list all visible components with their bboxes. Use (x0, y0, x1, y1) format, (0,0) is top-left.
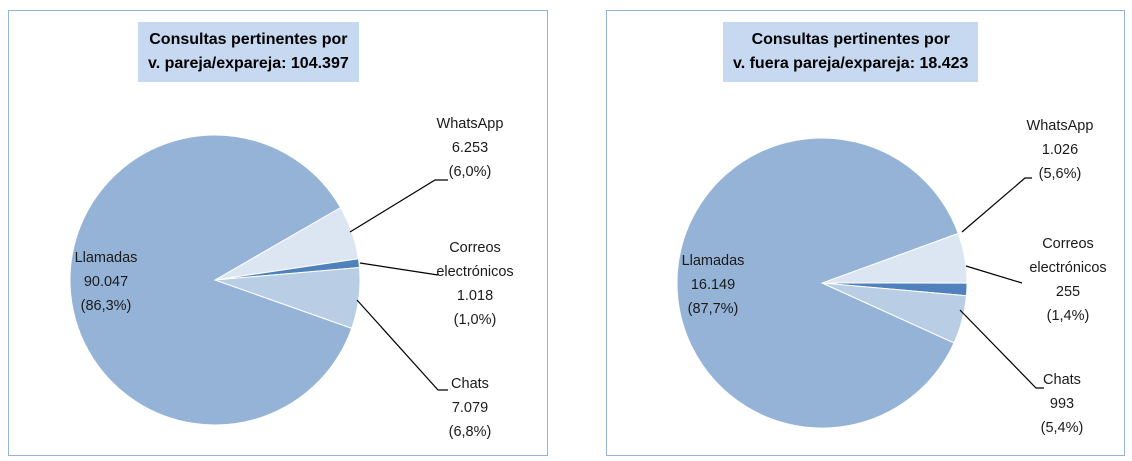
chart-title: Consultas pertinentes por v. pareja/expar… (138, 22, 359, 82)
percent-label: (6,0%) (448, 164, 492, 180)
pie-slice (676, 137, 959, 429)
category-label: WhatsApp (436, 116, 504, 132)
value-label: 90.047 (83, 274, 129, 290)
slice-label: Correos electrónicos 1.018 (1,0%) (419, 236, 531, 332)
leader-line (359, 262, 439, 276)
leader-line (959, 309, 1044, 389)
category-label: Llamadas (681, 253, 745, 269)
value-label: 16.149 (690, 277, 736, 293)
value-label: 255 (1055, 284, 1081, 300)
value-label: 993 (1049, 396, 1075, 412)
percent-label: (1,4%) (1046, 308, 1090, 324)
value-label: 1.026 (1041, 142, 1079, 158)
percent-label: (1,0%) (453, 312, 497, 328)
category-label: Correos electrónicos (436, 240, 514, 280)
slice-label: Chats 993 (5,4%) (1006, 368, 1118, 440)
leader-line (961, 177, 1032, 233)
leader-line (349, 179, 448, 233)
slice-label: WhatsApp 6.253 (6,0%) (414, 112, 526, 184)
chart-title-line: Consultas pertinentes por (149, 31, 348, 48)
percent-label: (6,8%) (448, 424, 492, 440)
slice-label: Chats 7.079 (6,8%) (414, 372, 526, 444)
percent-label: (87,7%) (687, 301, 739, 317)
category-label: Chats (451, 376, 489, 392)
value-label: 1.018 (456, 288, 494, 304)
percent-label: (86,3%) (80, 298, 132, 314)
value-label: 6.253 (451, 140, 489, 156)
category-label: Llamadas (74, 250, 138, 266)
chart-title-line: v. pareja/expareja: 104.397 (148, 55, 349, 72)
chart-title-line: v. fuera pareja/expareja: 18.423 (733, 55, 969, 72)
percent-label: (5,4%) (1040, 420, 1084, 436)
value-label: 7.079 (451, 400, 489, 416)
pie-slice (69, 134, 353, 426)
slice-label: WhatsApp 1.026 (5,6%) (1004, 114, 1116, 186)
category-label: Chats (1043, 372, 1081, 388)
slice-label: Llamadas 90.047 (86,3%) (50, 246, 162, 318)
slice-label: Correos electrónicos 255 (1,4%) (1012, 232, 1124, 328)
category-label: Correos electrónicos (1029, 236, 1107, 276)
percent-label: (5,6%) (1038, 166, 1082, 182)
slice-label: Llamadas 16.149 (87,7%) (657, 249, 769, 321)
category-label: WhatsApp (1026, 118, 1094, 134)
chart-title: Consultas pertinentes por v. fuera pareja… (723, 22, 979, 82)
leader-line (356, 299, 448, 391)
leader-line (965, 265, 1023, 284)
chart-title-line: Consultas pertinentes por (751, 31, 950, 48)
